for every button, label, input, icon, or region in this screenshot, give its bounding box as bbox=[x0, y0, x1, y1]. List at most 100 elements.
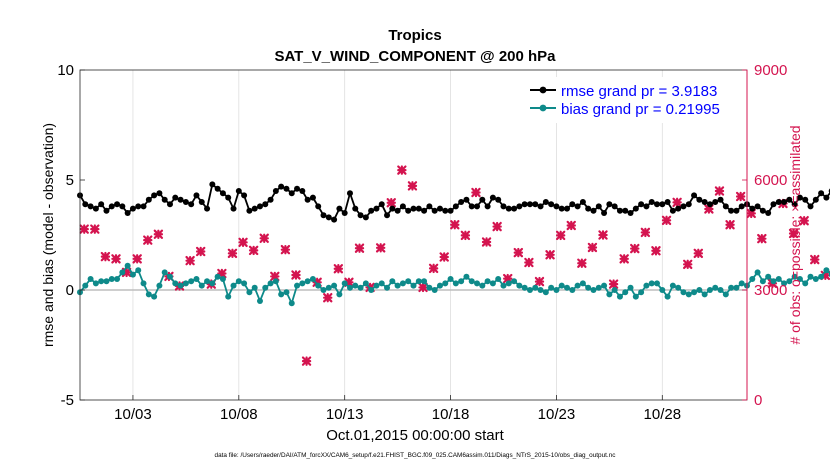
obs-marker bbox=[619, 254, 629, 264]
rmse-point bbox=[225, 194, 232, 201]
bias-point bbox=[405, 278, 412, 285]
rmse-point bbox=[442, 207, 449, 214]
bias-point bbox=[204, 278, 211, 285]
rmse-point bbox=[373, 205, 380, 212]
rmse-point bbox=[606, 201, 613, 208]
rmse-point bbox=[505, 205, 512, 212]
rmse-point bbox=[701, 199, 708, 205]
obs-marker bbox=[111, 254, 121, 264]
rmse-point bbox=[781, 199, 788, 205]
rmse-point bbox=[431, 207, 438, 214]
rmse-point bbox=[706, 201, 713, 208]
bias-point bbox=[140, 280, 147, 287]
rmse-point bbox=[399, 203, 406, 210]
rmse-point bbox=[389, 205, 396, 212]
obs-marker bbox=[799, 216, 809, 226]
bias-point bbox=[346, 284, 353, 291]
y-axis-right: 0 3000 6000 9000 bbox=[742, 62, 787, 409]
bias-point bbox=[166, 273, 173, 280]
x-tick-label: 10/23 bbox=[538, 406, 576, 423]
y-left-tick-label: 10 bbox=[57, 62, 74, 79]
bias-point bbox=[802, 280, 809, 287]
bias-point bbox=[659, 287, 666, 293]
bias-point bbox=[611, 287, 618, 293]
rmse-point bbox=[659, 201, 666, 208]
obs-marker bbox=[397, 165, 407, 175]
bias-point bbox=[315, 282, 322, 289]
bias-point bbox=[601, 282, 608, 289]
bias-point bbox=[246, 289, 253, 296]
rmse-point bbox=[315, 203, 322, 210]
bias-point bbox=[325, 284, 332, 291]
rmse-point bbox=[235, 188, 242, 194]
obs-marker bbox=[100, 251, 111, 262]
rmse-point bbox=[463, 196, 470, 203]
rmse-point bbox=[696, 196, 703, 203]
rmse-point bbox=[616, 207, 623, 214]
obs-marker bbox=[672, 197, 682, 208]
bias-point bbox=[267, 280, 274, 287]
bias-point bbox=[193, 276, 200, 282]
bias-point bbox=[595, 284, 602, 291]
x-tick-label: 10/28 bbox=[644, 406, 682, 423]
rmse-point bbox=[664, 199, 671, 205]
x-tick-label: 10/08 bbox=[220, 406, 258, 423]
rmse-point bbox=[468, 203, 475, 210]
plot-area bbox=[80, 70, 747, 400]
rmse-point bbox=[272, 188, 279, 194]
bias-point bbox=[145, 291, 152, 298]
bias-point bbox=[722, 291, 729, 298]
obs-marker bbox=[735, 191, 746, 202]
bias-point bbox=[770, 278, 777, 285]
rmse-point bbox=[738, 203, 745, 210]
obs-marker bbox=[503, 273, 513, 284]
bias-point bbox=[320, 287, 327, 293]
obs-marker bbox=[788, 228, 799, 239]
bias-point bbox=[532, 284, 539, 291]
obs-marker bbox=[555, 230, 566, 241]
footnote-data-file: data file: /Users/raeder/DAI/ATM_forcXX/… bbox=[215, 452, 617, 459]
obs-marker bbox=[598, 230, 608, 240]
bias-point bbox=[251, 284, 258, 291]
rmse-point bbox=[558, 205, 565, 212]
obs-marker bbox=[121, 267, 132, 278]
bias-point bbox=[648, 280, 655, 287]
rmse-point bbox=[82, 201, 89, 208]
rmse-point bbox=[198, 199, 205, 205]
rmse-point bbox=[384, 212, 391, 219]
rmse-point bbox=[204, 205, 211, 212]
obs-marker bbox=[375, 243, 386, 253]
bias-point bbox=[436, 282, 443, 289]
bias-point bbox=[569, 287, 576, 293]
bias-point bbox=[643, 282, 650, 289]
obs-marker bbox=[683, 259, 693, 270]
rmse-point bbox=[161, 196, 168, 203]
bias-point bbox=[775, 276, 782, 282]
obs-marker bbox=[587, 242, 598, 253]
bias-point bbox=[368, 287, 375, 293]
rmse-point bbox=[182, 199, 189, 205]
rmse-point bbox=[299, 188, 306, 194]
obs-marker bbox=[428, 263, 439, 274]
bias-point bbox=[299, 280, 306, 287]
rmse-point bbox=[98, 201, 105, 208]
bias-point bbox=[256, 298, 263, 304]
rmse-point bbox=[230, 205, 237, 212]
bias-point bbox=[442, 280, 449, 287]
bias-point bbox=[537, 287, 544, 293]
x-tick-label: 10/18 bbox=[432, 406, 470, 423]
rmse-point bbox=[193, 192, 200, 199]
obs-marker bbox=[333, 264, 344, 274]
bias-point bbox=[135, 267, 142, 274]
bias-point bbox=[489, 280, 496, 287]
obs-marker bbox=[248, 245, 259, 256]
rmse-point bbox=[489, 194, 496, 201]
rmse-point bbox=[341, 210, 348, 216]
bias-point bbox=[521, 284, 528, 291]
chart-title: Tropics bbox=[388, 27, 441, 44]
bias-point bbox=[463, 273, 470, 280]
rmse-point bbox=[92, 205, 99, 212]
bias-point bbox=[151, 293, 158, 300]
rmse-point bbox=[304, 196, 311, 203]
